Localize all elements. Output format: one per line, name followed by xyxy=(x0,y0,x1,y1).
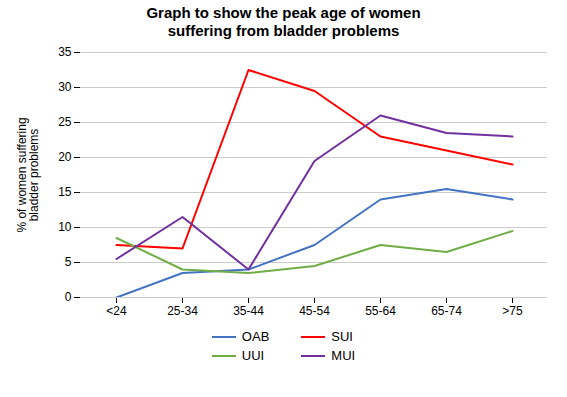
svg-text:30: 30 xyxy=(58,80,72,94)
svg-text:25-34: 25-34 xyxy=(167,304,198,318)
html-text:OAB: OAB xyxy=(241,329,270,344)
svg-text:45-54: 45-54 xyxy=(299,304,330,318)
svg-text:65-74: 65-74 xyxy=(431,304,462,318)
html-text:UUI: UUI xyxy=(241,348,265,363)
svg-text:% of women sufferingbladder pr: % of women sufferingbladder problems xyxy=(15,117,41,232)
svg-text:35-44: 35-44 xyxy=(233,304,264,318)
svg-text:>75: >75 xyxy=(502,304,523,318)
svg-text:55-64: 55-64 xyxy=(365,304,396,318)
html-text:MUI: MUI xyxy=(331,348,356,363)
svg-text:<24: <24 xyxy=(106,304,127,318)
html-text:Graph to show the peak age of: Graph to show the peak age of women suff… xyxy=(146,4,421,39)
svg-text:35: 35 xyxy=(58,45,72,59)
svg-text:10: 10 xyxy=(58,220,72,234)
html-text:SUI: SUI xyxy=(331,329,353,344)
svg-text:15: 15 xyxy=(58,185,72,199)
svg-text:20: 20 xyxy=(58,150,72,164)
svg-text:25: 25 xyxy=(58,115,72,129)
svg-text:5: 5 xyxy=(65,255,72,269)
svg-text:0: 0 xyxy=(65,290,72,304)
